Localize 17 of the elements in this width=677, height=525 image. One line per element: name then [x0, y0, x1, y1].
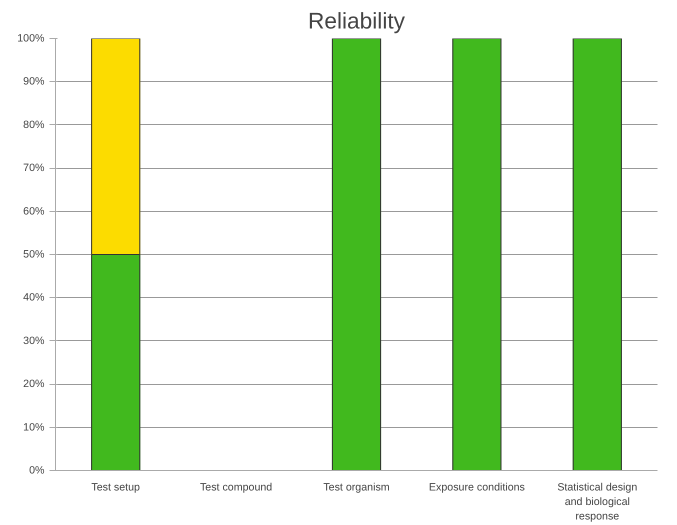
y-tick-label: 40%	[23, 292, 46, 304]
y-tick-label: 60%	[23, 205, 46, 218]
x-tick-label: Test setup	[91, 482, 140, 494]
y-tick-label: 20%	[23, 378, 46, 390]
x-tick-label: Test organism	[323, 482, 390, 494]
y-tick-label: 90%	[23, 76, 46, 88]
y-tick-label: 70%	[23, 162, 46, 174]
y-tick-label: 0%	[29, 464, 46, 476]
y-tick-label: 80%	[23, 118, 46, 131]
x-tick-label: Exposure conditions	[428, 482, 525, 494]
x-tick-label: Statistical design and biological response	[557, 482, 638, 522]
y-tick-label: 30%	[23, 334, 46, 347]
x-tick-label: Test compound	[200, 482, 272, 494]
y-tick-label: 100%	[17, 32, 46, 44]
y-tick-label: 50%	[23, 248, 46, 260]
y-tick-label: 10%	[23, 421, 46, 434]
chart-title: Reliability	[308, 8, 406, 34]
